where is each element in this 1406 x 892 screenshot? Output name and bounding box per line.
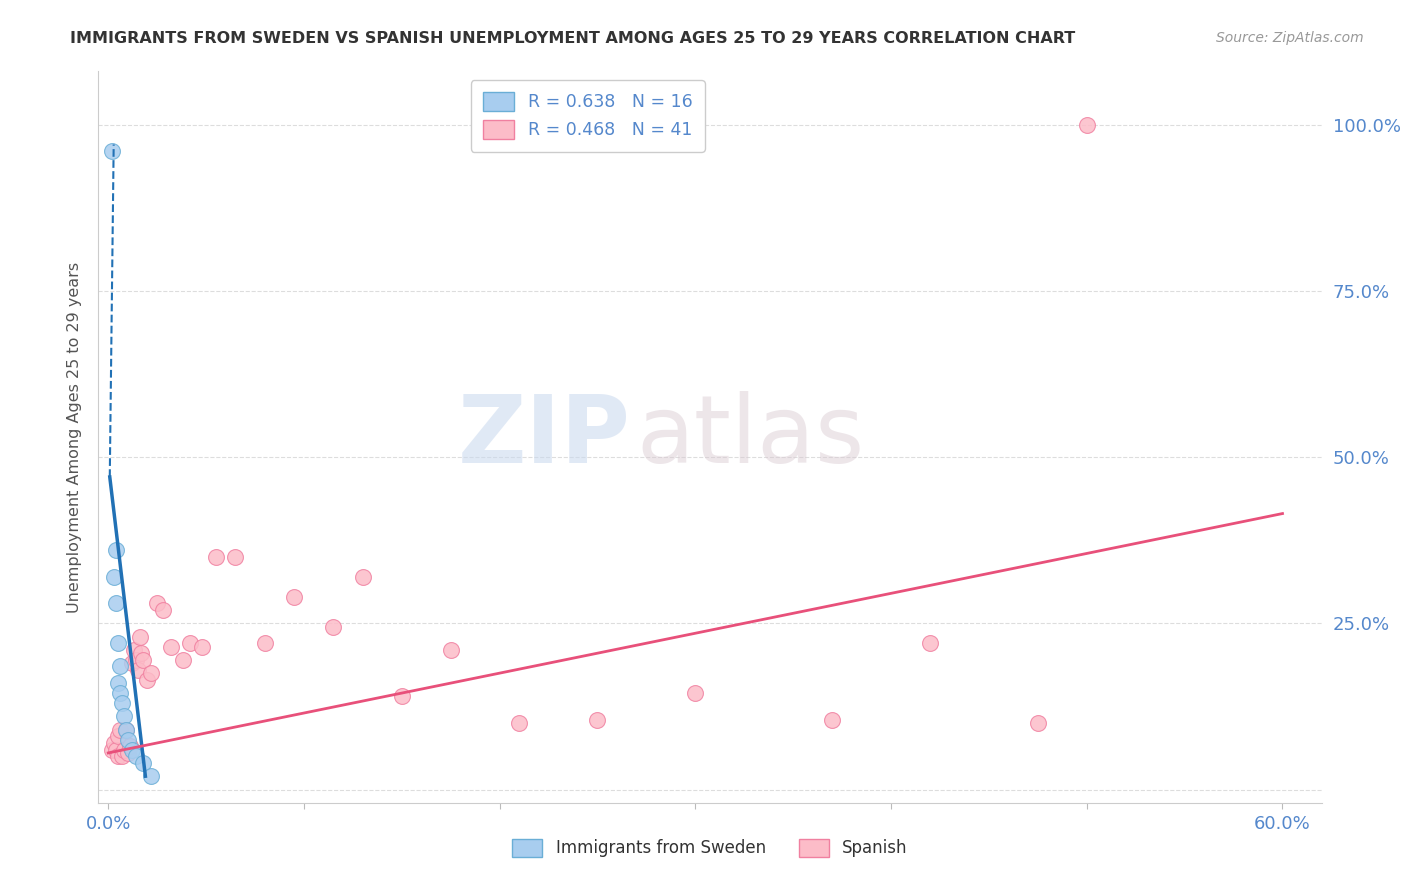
Point (440, 643, 463, 657)
Point (114, 723, 136, 737)
Point (132, 756, 155, 770)
Point (132, 653, 155, 667)
Point (141, 666, 163, 681)
Point (117, 746, 139, 760)
Point (124, 749, 146, 764)
Point (108, 686, 131, 700)
Text: ZIP: ZIP (457, 391, 630, 483)
Point (103, 570, 125, 584)
Point (107, 729, 129, 743)
Point (101, 742, 124, 756)
Point (108, 723, 131, 737)
Point (111, 696, 134, 710)
Point (101, 144, 124, 158)
Point (586, 713, 609, 727)
Point (114, 723, 136, 737)
Point (128, 630, 150, 644)
Point (121, 656, 143, 670)
Point (122, 643, 145, 657)
Point (152, 603, 174, 617)
Point (131, 646, 153, 660)
Point (124, 653, 146, 667)
Point (103, 736, 125, 750)
Point (141, 769, 163, 783)
Point (1076, 118, 1098, 132)
Y-axis label: Unemployment Among Ages 25 to 29 years: Unemployment Among Ages 25 to 29 years (67, 261, 83, 613)
Point (253, 636, 276, 650)
Point (107, 636, 129, 650)
Point (136, 673, 159, 687)
Point (111, 749, 134, 764)
Point (107, 749, 129, 764)
Text: atlas: atlas (637, 391, 865, 483)
Point (224, 549, 246, 564)
Point (283, 590, 305, 604)
Point (322, 619, 344, 633)
Point (205, 549, 228, 564)
Point (121, 742, 143, 756)
Point (508, 716, 530, 731)
Point (105, 742, 128, 756)
Point (160, 640, 183, 654)
Text: Source: ZipAtlas.com: Source: ZipAtlas.com (1216, 31, 1364, 45)
Point (352, 570, 374, 584)
Point (127, 663, 149, 677)
Point (107, 676, 129, 690)
Point (821, 713, 844, 727)
Point (112, 709, 135, 723)
Point (112, 742, 135, 756)
Point (685, 686, 707, 700)
Text: IMMIGRANTS FROM SWEDEN VS SPANISH UNEMPLOYMENT AMONG AGES 25 TO 29 YEARS CORRELA: IMMIGRANTS FROM SWEDEN VS SPANISH UNEMPL… (70, 31, 1076, 46)
Point (105, 543, 128, 558)
Legend: Immigrants from Sweden, Spanish: Immigrants from Sweden, Spanish (506, 832, 914, 864)
Point (146, 596, 169, 610)
Point (118, 739, 141, 754)
Point (191, 640, 214, 654)
Point (108, 659, 131, 673)
Point (105, 596, 128, 610)
Point (117, 732, 139, 747)
Point (179, 636, 201, 650)
Point (920, 636, 942, 650)
Point (1026, 716, 1049, 731)
Point (391, 690, 413, 704)
Point (172, 653, 194, 667)
